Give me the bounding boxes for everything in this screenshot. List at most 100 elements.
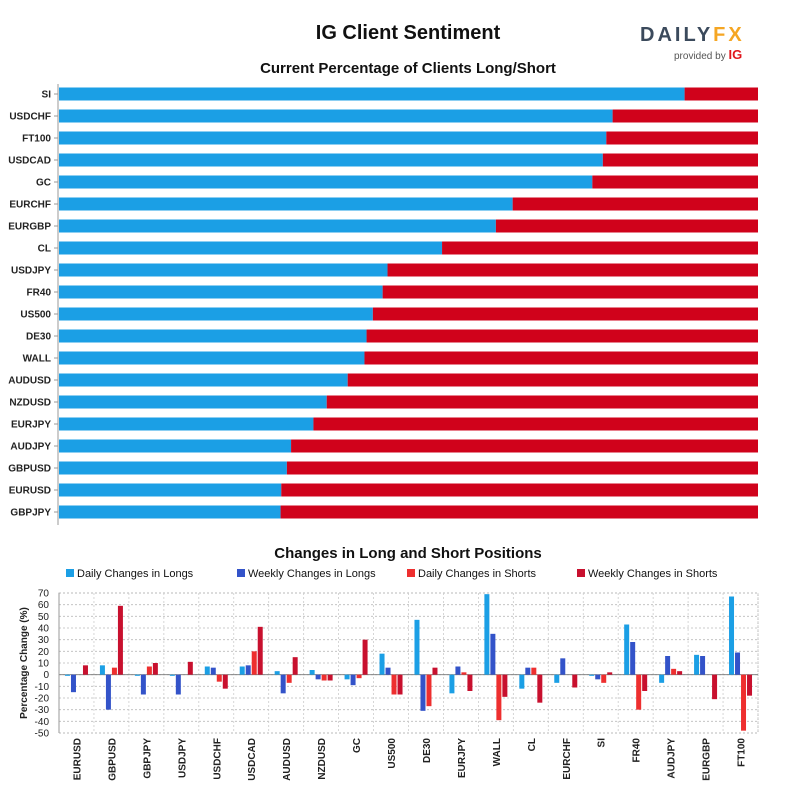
change-bar-gbpusd-s2 <box>111 667 117 675</box>
category-label: GC <box>36 178 51 189</box>
category-label: US500 <box>20 310 51 321</box>
logo-wordmark: DAILYFX <box>640 24 750 46</box>
legend-swatch <box>237 569 245 577</box>
change-bar-de30-s0 <box>414 619 420 675</box>
short-bar-de30 <box>366 329 758 343</box>
change-bar-eurgbp-s3 <box>712 674 718 700</box>
change-bar-us500-s3 <box>397 674 403 695</box>
long-bar-fr40 <box>59 285 383 299</box>
short-bar-eurgbp <box>495 219 758 233</box>
category-label: AUDJPY <box>10 442 51 453</box>
x-category-label: AUDUSD <box>282 738 293 781</box>
change-bar-fr40-s2 <box>636 674 642 710</box>
long-bar-usdchf <box>59 109 613 123</box>
y-tick-label: 50 <box>38 612 50 623</box>
change-bar-ft100-s2 <box>741 674 747 731</box>
category-label: NZDUSD <box>9 398 51 409</box>
change-bar-audusd-s0 <box>274 671 280 675</box>
long-bar-ft100 <box>59 131 607 145</box>
change-bar-gbpusd-s1 <box>105 674 111 710</box>
change-bar-eurjpy-s0 <box>449 674 455 694</box>
long-bar-eurusd <box>59 483 282 497</box>
x-category-label: GBPJPY <box>142 738 153 779</box>
change-bar-usdchf-s0 <box>204 666 210 675</box>
change-bar-wall-s0 <box>484 594 490 675</box>
legend-item-daily-longs: Daily Changes in Longs <box>66 568 193 580</box>
change-bar-cl-s0 <box>519 674 525 689</box>
x-category-label: EURGBP <box>702 738 713 781</box>
change-bar-audjpy-s3 <box>677 671 683 675</box>
category-label: FR40 <box>27 288 52 299</box>
change-bar-usdchf-s2 <box>216 674 222 682</box>
x-category-label: USDCHF <box>212 738 223 780</box>
short-bar-eurjpy <box>313 417 758 431</box>
x-category-label: USDCAD <box>247 738 258 781</box>
change-bar-gc-s3 <box>362 639 368 675</box>
short-bar-usdjpy <box>387 263 758 277</box>
change-bar-us500-s2 <box>391 674 397 695</box>
category-label: USDCHF <box>9 112 51 123</box>
logo-part-fx: FX <box>713 24 745 46</box>
x-category-label: DE30 <box>422 738 433 763</box>
long-bar-audjpy <box>59 439 292 453</box>
category-label: EURGBP <box>8 222 51 233</box>
y-tick-label: 70 <box>38 589 50 600</box>
changes-chart-title: Changes in Long and Short Positions <box>274 545 542 562</box>
change-bar-eurchf-s3 <box>572 674 578 688</box>
legend-swatch <box>407 569 415 577</box>
change-bar-usdchf-s1 <box>210 667 216 675</box>
legend-label: Weekly Changes in Longs <box>248 568 376 580</box>
short-bar-cl <box>442 241 758 255</box>
sentiment-chart-title: Current Percentage of Clients Long/Short <box>260 60 556 77</box>
category-label: EURJPY <box>11 420 51 431</box>
change-bar-cl-s1 <box>525 667 531 675</box>
change-bar-eurchf-s0 <box>554 674 560 683</box>
long-bar-gbpusd <box>59 461 287 475</box>
change-bar-si-s3 <box>607 672 613 675</box>
change-bar-fr40-s1 <box>630 642 636 675</box>
y-tick-label: -10 <box>35 682 50 693</box>
y-tick-label: -30 <box>35 705 50 716</box>
change-bar-gbpjpy-s0 <box>134 674 140 676</box>
change-bar-gbpjpy-s3 <box>152 663 158 675</box>
change-bar-audusd-s1 <box>280 674 286 694</box>
short-bar-eurusd <box>281 483 758 497</box>
change-bar-usdchf-s3 <box>222 674 228 689</box>
long-bar-usdcad <box>59 153 603 167</box>
x-category-label: FR40 <box>632 738 643 763</box>
y-tick-label: -20 <box>35 694 50 705</box>
ig-logo: IG <box>728 47 743 62</box>
short-bar-usdchf <box>612 109 758 123</box>
logo-subline: provided by IG <box>640 47 750 62</box>
legend-label: Weekly Changes in Shorts <box>588 568 718 580</box>
short-bar-ft100 <box>606 131 758 145</box>
change-bar-ft100-s0 <box>729 596 735 675</box>
category-label: SI <box>42 90 52 101</box>
category-label: USDJPY <box>11 266 51 277</box>
legend-item-weekly-shorts: Weekly Changes in Shorts <box>577 568 717 580</box>
y-tick-label: 10 <box>38 659 50 670</box>
change-bar-audusd-s3 <box>292 657 298 675</box>
x-category-label: EURJPY <box>457 738 468 778</box>
category-label: DE30 <box>26 332 51 343</box>
category-label: FT100 <box>22 134 51 145</box>
x-category-label: WALL <box>492 738 503 766</box>
legend-item-daily-shorts: Daily Changes in Shorts <box>407 568 536 580</box>
long-bar-nzdusd <box>59 395 327 409</box>
long-bar-audusd <box>59 373 348 387</box>
x-category-label: FT100 <box>737 738 748 767</box>
change-bar-eurjpy-s3 <box>467 674 473 691</box>
change-bar-gbpjpy-s1 <box>140 674 146 695</box>
x-category-label: SI <box>597 738 608 748</box>
change-bar-audjpy-s0 <box>659 674 665 683</box>
change-bar-de30-s1 <box>420 674 426 711</box>
change-bar-nzdusd-s3 <box>327 674 333 681</box>
y-tick-label: 40 <box>38 624 50 635</box>
legend-swatch <box>66 569 74 577</box>
category-label: EURUSD <box>9 486 51 497</box>
change-bar-usdcad-s0 <box>239 666 245 675</box>
short-bar-gc <box>592 175 758 189</box>
change-bar-eurusd-s3 <box>82 665 88 675</box>
change-bar-si-s2 <box>601 674 607 683</box>
